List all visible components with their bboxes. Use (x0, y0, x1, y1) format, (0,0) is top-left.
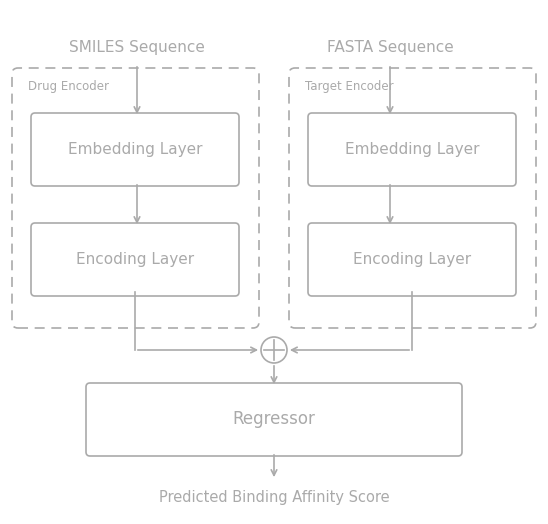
Text: Encoding Layer: Encoding Layer (353, 252, 471, 267)
Text: FASTA Sequence: FASTA Sequence (327, 40, 453, 55)
Text: Predicted Binding Affinity Score: Predicted Binding Affinity Score (159, 490, 389, 505)
Text: Target Encoder: Target Encoder (305, 80, 393, 93)
FancyBboxPatch shape (308, 113, 516, 186)
FancyBboxPatch shape (31, 113, 239, 186)
Text: Embedding Layer: Embedding Layer (345, 142, 480, 157)
Text: Embedding Layer: Embedding Layer (68, 142, 202, 157)
FancyBboxPatch shape (308, 223, 516, 296)
Text: SMILES Sequence: SMILES Sequence (69, 40, 205, 55)
FancyBboxPatch shape (31, 223, 239, 296)
Text: Drug Encoder: Drug Encoder (28, 80, 109, 93)
Text: Encoding Layer: Encoding Layer (76, 252, 194, 267)
FancyBboxPatch shape (86, 383, 462, 456)
Text: Regressor: Regressor (232, 410, 316, 429)
